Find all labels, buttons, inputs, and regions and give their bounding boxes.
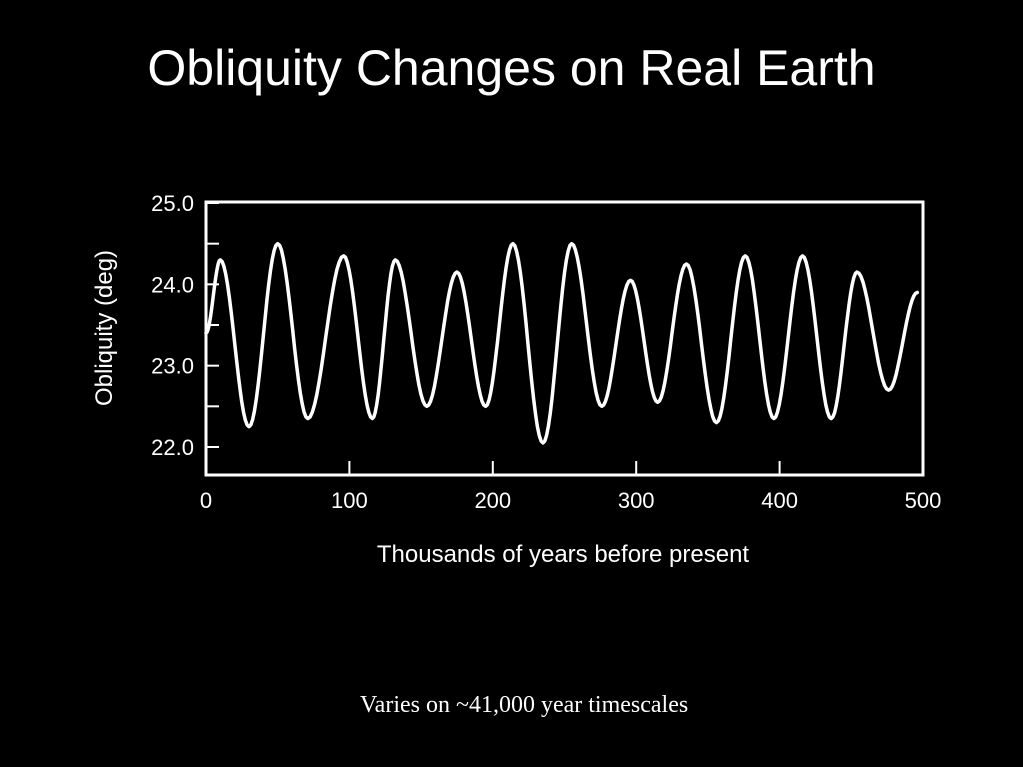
x-tick-label: 100 — [331, 488, 368, 513]
x-tick-label: 400 — [761, 488, 798, 513]
y-tick-label: 25.0 — [151, 191, 194, 216]
plot-frame — [204, 200, 925, 477]
x-tick-label: 200 — [474, 488, 511, 513]
x-tick-label: 500 — [905, 488, 942, 513]
y-tick-label: 22.0 — [151, 435, 194, 460]
y-tick-label: 23.0 — [151, 354, 194, 379]
slide-title: Obliquity Changes on Real Earth — [147, 40, 876, 96]
x-tick-label: 300 — [618, 488, 655, 513]
x-tick-label: 0 — [200, 488, 212, 513]
y-axis-label: Obliquity (deg) — [91, 250, 118, 406]
y-axis-ticks: 22.0 23.0 24.0 25.0 — [151, 191, 219, 460]
y-tick-label: 24.0 — [151, 272, 194, 297]
series-line-obliquity — [204, 241, 920, 445]
x-axis-label: Thousands of years before present — [377, 541, 750, 568]
x-axis-ticks: 0 100 200 300 400 500 — [200, 461, 941, 513]
slide-caption: Varies on ~41,000 year timescales — [360, 692, 689, 718]
